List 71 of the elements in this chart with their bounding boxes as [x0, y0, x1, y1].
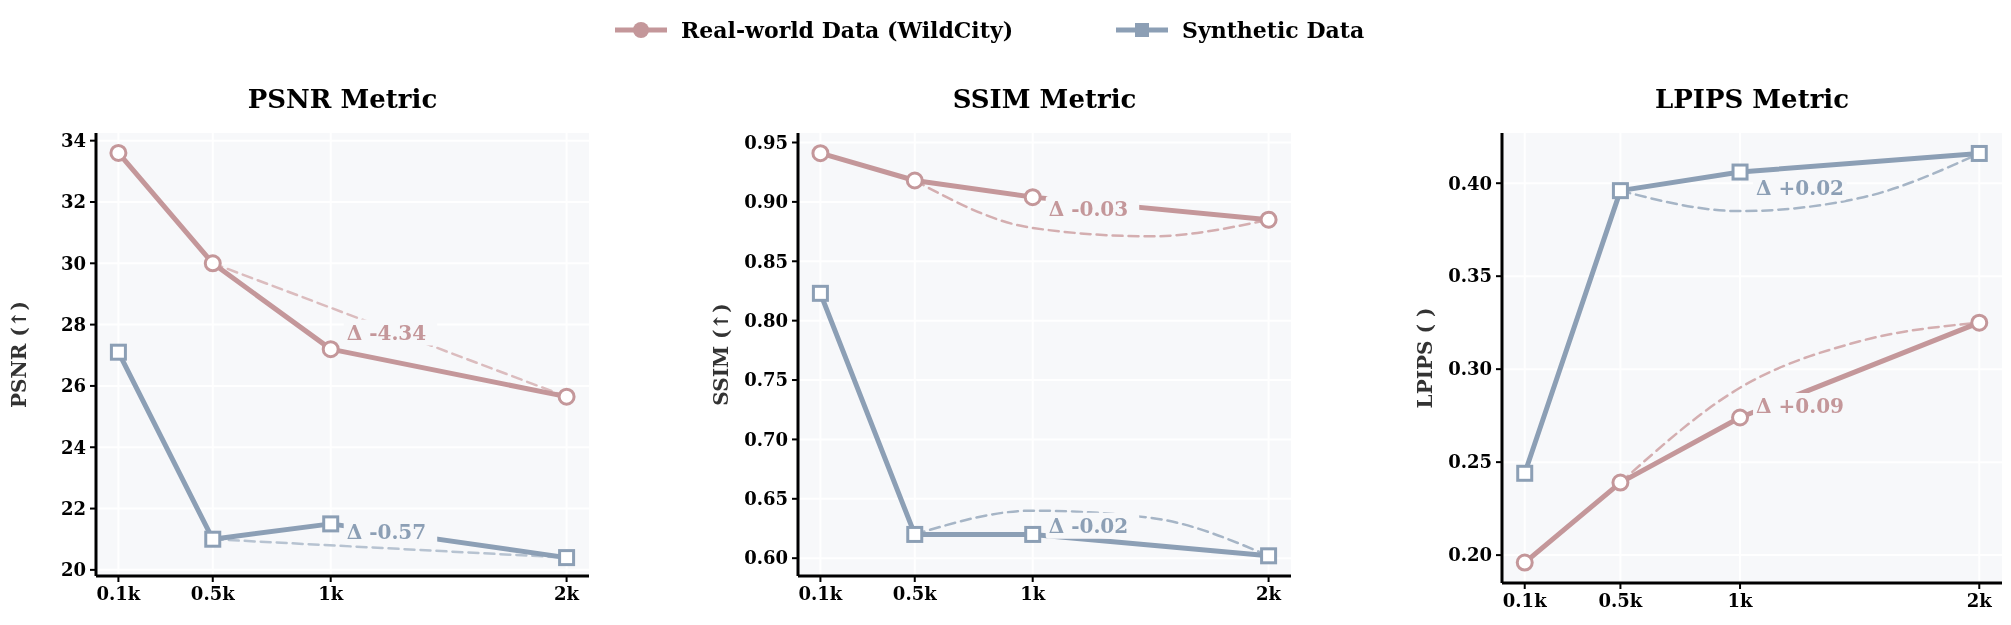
point	[109, 143, 128, 162]
point	[109, 343, 127, 361]
x-tick-label: 0.1k	[798, 583, 843, 604]
y-tick-label: 0.35	[1448, 265, 1492, 287]
x-tick-label: 0.1k	[96, 583, 141, 604]
point	[1516, 464, 1534, 482]
y-tick-label: 0.40	[1448, 172, 1492, 194]
y-tick-label: 30	[60, 252, 86, 274]
y-tick-label: 28	[60, 313, 86, 335]
y-tick-label: 32	[60, 191, 86, 213]
legend-label: Synthetic Data	[1182, 16, 1365, 43]
legend-label: Real-world Data (WildCity)	[681, 16, 1014, 43]
annotation: Δ -4.34	[346, 320, 427, 345]
point	[1259, 210, 1278, 229]
y-tick-label: 34	[60, 129, 86, 151]
annotation: Δ +0.09	[1756, 394, 1844, 419]
x-tick-label: 2k	[1256, 583, 1282, 604]
point	[1611, 182, 1629, 200]
point	[1611, 473, 1630, 492]
y-tick-label: 0.65	[744, 488, 788, 510]
point	[558, 549, 576, 567]
point	[557, 387, 576, 406]
y-axis-title: SSIM (↑)	[709, 303, 733, 406]
annotation: Δ -0.03	[1048, 197, 1129, 222]
y-tick-label: 0.75	[744, 369, 788, 391]
y-tick-label: 0.90	[744, 191, 788, 213]
point	[906, 525, 924, 543]
chart-title: SSIM Metric	[952, 84, 1137, 114]
annotation: Δ +0.02	[1756, 175, 1844, 200]
point	[811, 284, 829, 302]
point	[203, 254, 222, 273]
x-tick-label: 0.5k	[1598, 590, 1643, 611]
point	[321, 340, 340, 359]
y-tick-label: 0.25	[1448, 451, 1492, 473]
y-tick-label: 0.80	[744, 309, 788, 331]
point	[1970, 144, 1988, 162]
y-tick-label: 0.70	[744, 428, 788, 450]
point	[1024, 525, 1042, 543]
annotation: Δ -0.02	[1048, 513, 1129, 538]
point	[322, 515, 340, 533]
y-tick-label: 0.95	[744, 131, 788, 153]
point	[1731, 408, 1750, 427]
point	[1023, 188, 1042, 207]
y-tick-label: 24	[60, 436, 86, 458]
annotation: Δ -0.57	[346, 519, 427, 544]
y-tick-label: 0.85	[744, 250, 788, 272]
x-tick-label: 0.5k	[190, 583, 236, 604]
y-axis-title: PSNR (↑)	[7, 300, 31, 409]
y-tick-label: 22	[60, 497, 86, 519]
chart-title: LPIPS Metric	[1654, 84, 1850, 114]
point	[204, 530, 222, 548]
point	[1731, 163, 1749, 181]
y-tick-label: 0.60	[744, 547, 788, 569]
x-tick-label: 1k	[318, 583, 344, 604]
y-tick-label: 0.30	[1448, 358, 1492, 380]
y-tick-label: 0.20	[1448, 544, 1492, 566]
y-tick-label: 20	[60, 559, 86, 581]
y-axis-title: LPIPS ( )	[1413, 307, 1437, 409]
x-tick-label: 0.5k	[892, 583, 938, 604]
chart-title: PSNR Metric	[247, 84, 438, 114]
point	[905, 171, 924, 190]
x-tick-label: 2k	[1966, 590, 1993, 611]
point	[1970, 313, 1989, 332]
point	[1515, 553, 1534, 572]
point	[811, 144, 830, 163]
y-tick-label: 26	[60, 375, 86, 397]
x-tick-label: 2k	[554, 583, 580, 604]
x-tick-label: 1k	[1020, 583, 1046, 604]
point	[1260, 547, 1278, 565]
x-tick-label: 0.1k	[1502, 590, 1548, 611]
x-tick-label: 1k	[1727, 590, 1754, 611]
